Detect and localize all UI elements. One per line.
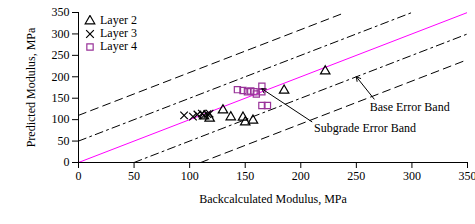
svg-text:100: 100 [52, 112, 70, 126]
svg-text:350: 350 [459, 169, 475, 183]
svg-text:350: 350 [52, 5, 70, 19]
svg-text:100: 100 [181, 169, 199, 183]
svg-text:Predicted Modulus, MPa: Predicted Modulus, MPa [24, 27, 38, 147]
svg-text:200: 200 [292, 169, 310, 183]
svg-text:300: 300 [52, 27, 70, 41]
svg-text:150: 150 [236, 169, 254, 183]
svg-text:50: 50 [58, 134, 70, 148]
svg-text:0: 0 [64, 155, 70, 169]
svg-text:200: 200 [52, 70, 70, 84]
html-text:Layer 2: Layer 2 [100, 13, 137, 27]
svg-text:Base Error Band: Base Error Band [370, 100, 450, 114]
svg-text:50: 50 [128, 169, 140, 183]
html-text:Layer 4: Layer 4 [100, 39, 137, 53]
svg-text:Subgrade Error Band: Subgrade Error Band [314, 121, 416, 135]
svg-text:150: 150 [52, 91, 70, 105]
svg-text:250: 250 [347, 169, 365, 183]
svg-text:Backcalculated Modulus, MPa: Backcalculated Modulus, MPa [199, 192, 347, 206]
html-text:Layer 3: Layer 3 [100, 26, 137, 40]
svg-text:300: 300 [403, 169, 421, 183]
svg-text:250: 250 [52, 48, 70, 62]
svg-text:0: 0 [76, 169, 82, 183]
